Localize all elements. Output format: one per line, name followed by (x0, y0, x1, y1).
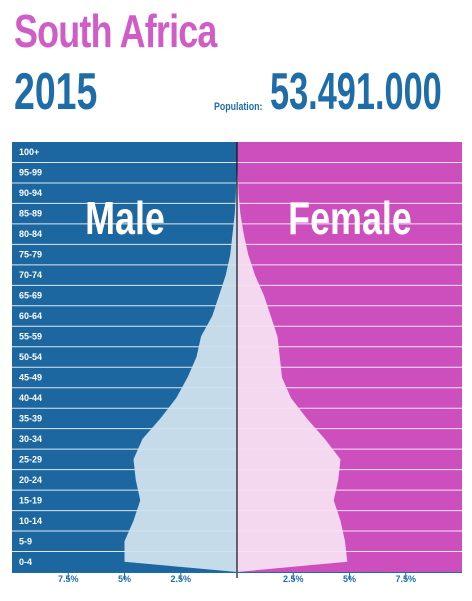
age-label: 20-24 (19, 475, 42, 485)
population-label: Population: (214, 101, 263, 113)
male-series-label: Male (85, 193, 165, 244)
country-title: South Africa (14, 5, 217, 57)
age-label: 65-69 (19, 291, 42, 301)
age-label: 60-64 (19, 311, 42, 321)
female-series-label: Female (288, 193, 412, 244)
age-label: 90-94 (19, 188, 42, 198)
age-label: 15-19 (19, 495, 42, 505)
age-label: 30-34 (19, 434, 42, 444)
x-axis-ticks: 7.5% 5% 2.5% 2.5% 5% 7.5% (12, 572, 462, 584)
population-pyramid-chart: 0-4 5-9 10-14 15-19 20-24 25-29 30-34 35-39 40-4… (12, 142, 462, 584)
age-label: 10-14 (19, 516, 42, 526)
age-label: 75-79 (19, 250, 42, 260)
female-series-area (237, 144, 348, 572)
age-label: 95-99 (19, 168, 42, 178)
population-value: 53.491.000 (270, 63, 442, 121)
age-label: 45-49 (19, 372, 42, 382)
male-series-area (124, 144, 237, 572)
year-title: 2015 (14, 63, 98, 121)
age-label: 80-84 (19, 229, 42, 239)
age-label: 40-44 (19, 393, 42, 403)
header: South Africa 2015 Population: 53.491.000 (0, 0, 472, 140)
x-tick-label: 5% (343, 574, 356, 584)
age-labels: 0-4 5-9 10-14 15-19 20-24 25-29 30-34 35-39 40-4… (19, 147, 42, 567)
age-label: 70-74 (19, 270, 42, 280)
x-tick-label: 5% (118, 574, 131, 584)
age-label: 55-59 (19, 332, 42, 342)
x-tick-label: 2.5% (170, 574, 191, 584)
age-label: 25-29 (19, 454, 42, 464)
x-tick-label: 7.5% (58, 574, 79, 584)
x-tick-label: 2.5% (283, 574, 304, 584)
age-label: 100+ (19, 147, 39, 157)
age-label: 0-4 (19, 557, 32, 567)
age-label: 85-89 (19, 209, 42, 219)
age-label: 50-54 (19, 352, 42, 362)
age-label: 35-39 (19, 413, 42, 423)
x-tick-label: 7.5% (395, 574, 416, 584)
age-label: 5-9 (19, 536, 32, 546)
